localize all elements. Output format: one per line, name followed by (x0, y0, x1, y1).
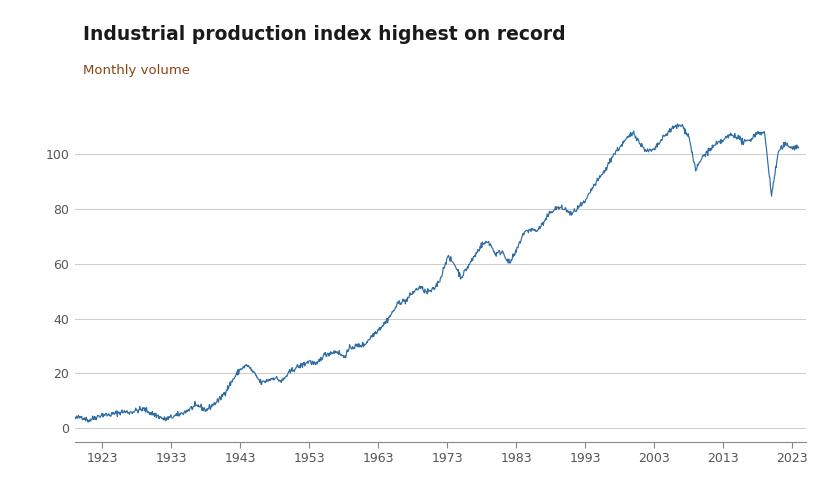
Text: Industrial production index highest on record: Industrial production index highest on r… (83, 25, 566, 44)
Text: Monthly volume: Monthly volume (83, 64, 190, 77)
